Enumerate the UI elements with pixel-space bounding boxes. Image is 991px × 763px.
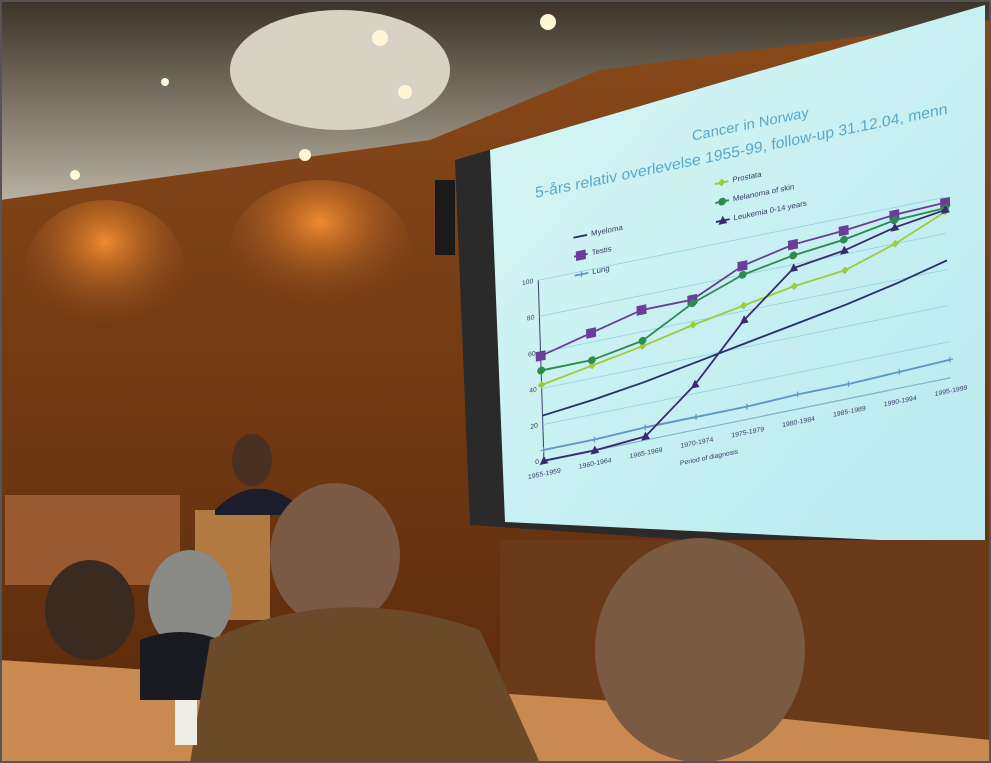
speaker-head bbox=[232, 434, 272, 486]
speaker-body bbox=[215, 488, 298, 515]
grid-line bbox=[541, 305, 949, 389]
y-tick-label: 100 bbox=[522, 278, 534, 287]
marker bbox=[588, 361, 597, 370]
marker bbox=[789, 263, 799, 273]
audience-body bbox=[190, 607, 540, 763]
marker bbox=[591, 436, 598, 443]
legend-marker bbox=[575, 249, 586, 262]
cup bbox=[175, 700, 197, 745]
marker bbox=[789, 251, 798, 260]
grid-line bbox=[540, 269, 948, 353]
wall-light bbox=[230, 180, 410, 320]
audience-head bbox=[595, 538, 805, 762]
marker bbox=[737, 260, 748, 272]
marker bbox=[590, 445, 600, 455]
marker bbox=[794, 391, 801, 398]
marker bbox=[586, 327, 597, 339]
legend-swatch bbox=[573, 233, 588, 239]
marker bbox=[787, 238, 799, 251]
marker bbox=[641, 431, 651, 441]
marker bbox=[838, 224, 849, 237]
marker bbox=[738, 270, 747, 279]
y-tick-label: 40 bbox=[529, 386, 537, 394]
marker bbox=[638, 342, 647, 350]
legend-label: Lung bbox=[592, 264, 610, 276]
marker bbox=[535, 350, 546, 362]
ceiling-lights bbox=[70, 14, 556, 180]
marker bbox=[890, 216, 899, 225]
marker bbox=[689, 321, 698, 329]
marker bbox=[739, 301, 748, 310]
grid-line bbox=[542, 341, 950, 426]
speaker bbox=[435, 180, 455, 255]
marker bbox=[841, 266, 849, 275]
y-tick-label: 20 bbox=[530, 422, 538, 430]
marker bbox=[839, 245, 849, 255]
legend-marker bbox=[717, 178, 726, 187]
ceiling-dome bbox=[230, 10, 450, 130]
marker bbox=[588, 356, 596, 365]
marker bbox=[941, 205, 950, 215]
audience-head bbox=[45, 560, 135, 660]
grid-line bbox=[543, 377, 951, 462]
marker bbox=[890, 222, 900, 232]
legend-marker bbox=[718, 215, 728, 225]
marker bbox=[688, 299, 697, 308]
audience-head bbox=[148, 550, 232, 650]
y-tick-label: 0 bbox=[535, 459, 539, 467]
marker bbox=[947, 356, 954, 363]
grid-line bbox=[538, 196, 945, 281]
wall-light bbox=[25, 200, 185, 340]
marker bbox=[537, 381, 546, 389]
marker bbox=[739, 315, 749, 325]
marker bbox=[693, 414, 700, 420]
marker bbox=[690, 379, 700, 389]
y-tick-label: 60 bbox=[528, 350, 536, 358]
series-line bbox=[542, 259, 948, 417]
marker bbox=[540, 446, 547, 453]
legend-marker bbox=[718, 197, 727, 206]
marker bbox=[642, 424, 649, 431]
marker bbox=[845, 381, 852, 388]
audience-head bbox=[270, 483, 400, 627]
y-tick-label: 80 bbox=[527, 314, 535, 322]
marker bbox=[790, 282, 799, 290]
marker bbox=[896, 368, 903, 375]
legend-marker bbox=[578, 271, 585, 278]
legend-label: Testis bbox=[591, 244, 611, 257]
marker bbox=[638, 336, 647, 345]
marker bbox=[840, 235, 848, 244]
marker bbox=[891, 239, 900, 248]
marker bbox=[537, 366, 546, 375]
marker bbox=[743, 403, 750, 410]
marker bbox=[539, 456, 549, 465]
marker bbox=[636, 304, 647, 316]
